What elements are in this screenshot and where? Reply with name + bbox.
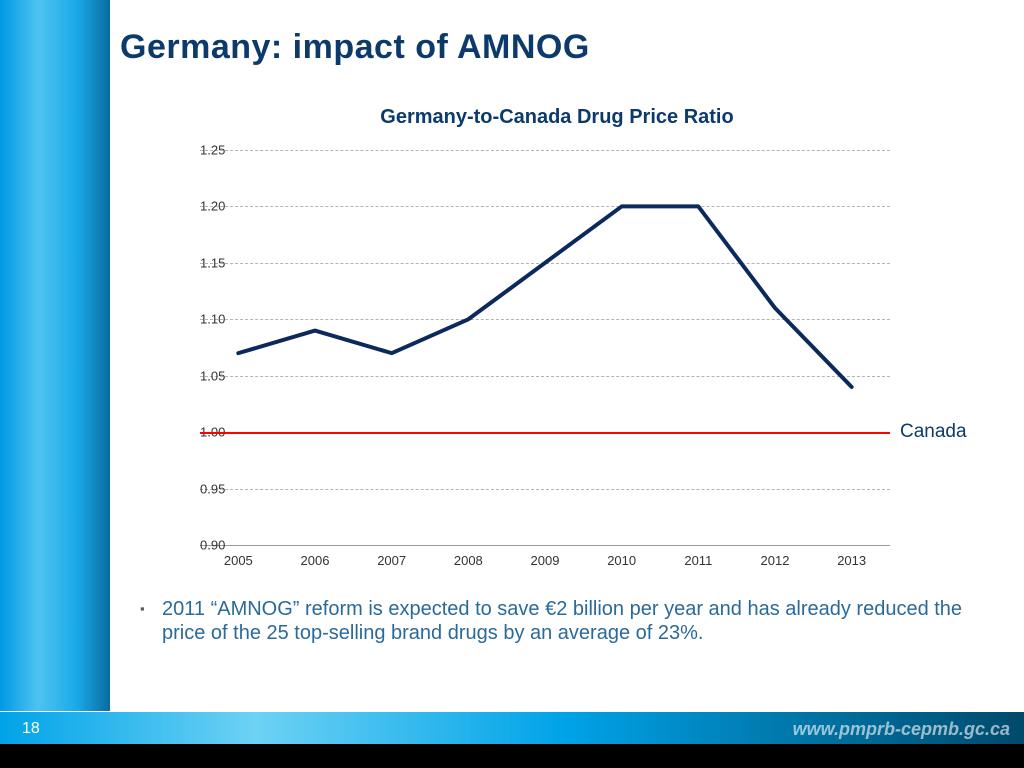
page-number: 18 <box>22 720 40 738</box>
chart-line-svg <box>175 140 975 570</box>
series-line <box>238 206 851 387</box>
bullet-marker-icon: ▪ <box>140 601 145 616</box>
slide-title: Germany: impact of AMNOG <box>120 28 590 67</box>
bullet-text: 2011 “AMNOG” reform is expected to save … <box>162 598 994 645</box>
left-gradient-bar <box>0 0 110 768</box>
slide: Germany: impact of AMNOG Germany-to-Cana… <box>0 0 1024 768</box>
bullet-note: ▪ 2011 “AMNOG” reform is expected to sav… <box>140 598 994 645</box>
chart-area: 0.900.951.001.051.101.151.201.2520052006… <box>175 140 975 570</box>
chart-title: Germany-to-Canada Drug Price Ratio <box>120 106 994 129</box>
footer-black-bar <box>0 744 1024 768</box>
footer-url: www.pmprb-cepmb.gc.ca <box>793 719 1010 740</box>
